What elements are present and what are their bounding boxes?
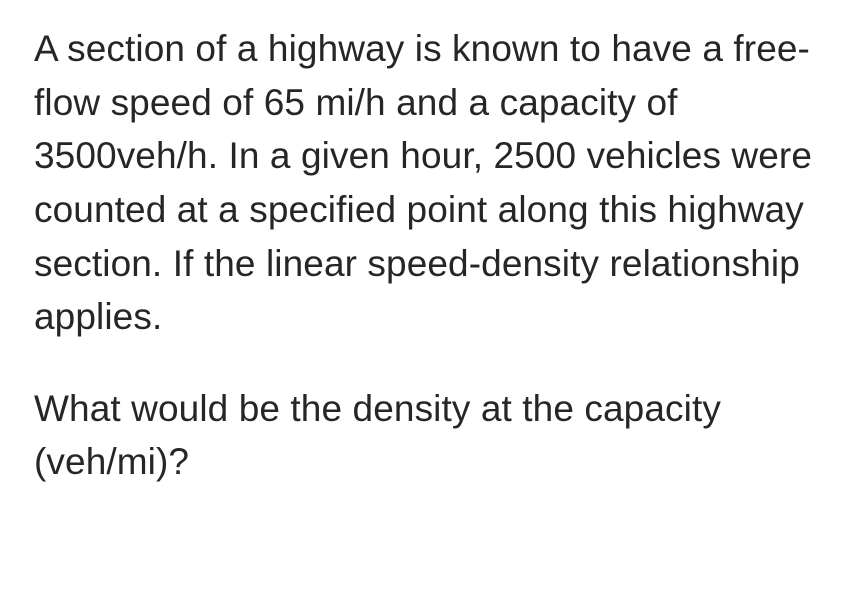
problem-page: A section of a highway is known to have … [0, 0, 865, 599]
problem-statement-paragraph: A section of a highway is known to have … [34, 22, 831, 344]
problem-question-paragraph: What would be the density at the capacit… [34, 382, 831, 489]
